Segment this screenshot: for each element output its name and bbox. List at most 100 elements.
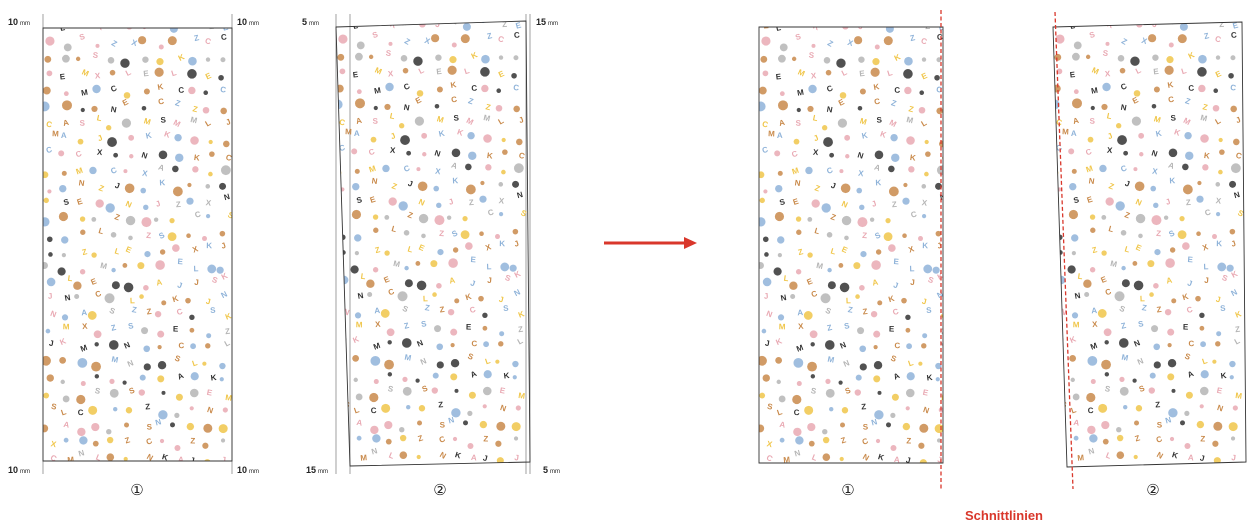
pattern-letter: N [1233, 190, 1241, 200]
pattern-motif [1153, 361, 1161, 369]
pattern-letter: S [1221, 273, 1230, 284]
pattern-motif [60, 379, 65, 385]
pattern-letter: N [1120, 103, 1127, 113]
pattern-letter: E [922, 388, 930, 398]
pattern-motif [1230, 436, 1236, 441]
pattern-letter: M [190, 115, 199, 125]
pattern-letter: A [873, 163, 882, 173]
pattern-motif [825, 388, 835, 398]
pattern-letter: L [516, 336, 525, 346]
pattern-motif [154, 67, 164, 77]
pattern-motif [874, 150, 884, 160]
pattern-letter: K [193, 153, 200, 163]
pattern-letter: S [92, 51, 99, 61]
pattern-letter: X [423, 36, 431, 46]
pattern-letter: E [143, 69, 150, 79]
pattern-letter: Z [175, 200, 181, 209]
pattern-motif [192, 166, 199, 173]
pattern-motif [189, 406, 194, 411]
pattern-motif [1072, 393, 1080, 401]
pattern-motif [128, 235, 133, 241]
pattern-motif [1055, 34, 1065, 44]
pattern-letter: M [1089, 341, 1099, 352]
pattern-letter: K [513, 269, 523, 280]
pattern-letter: K [470, 50, 479, 61]
pattern-letter: L [1124, 245, 1131, 255]
pattern-motif [1053, 422, 1059, 431]
pattern-motif [902, 197, 910, 205]
pattern-motif [890, 444, 897, 451]
pattern-motif [105, 125, 112, 131]
pattern-motif [1184, 442, 1191, 449]
pattern-motif [905, 406, 910, 411]
pattern-letter: C [518, 151, 526, 161]
pattern-motif [789, 281, 798, 290]
pattern-letter: C [825, 165, 834, 176]
pattern-motif [159, 438, 165, 444]
pattern-motif [222, 407, 228, 413]
pattern-motif [936, 165, 943, 176]
pattern-motif [143, 363, 151, 371]
pattern-letter: S [1170, 113, 1177, 122]
pattern-letter: L [388, 451, 396, 461]
pattern-motif [905, 314, 911, 321]
pattern-motif [1085, 54, 1091, 60]
pattern-motif [810, 342, 815, 347]
pattern-letter: Z [145, 402, 151, 411]
pattern-letter: E [938, 22, 946, 32]
pattern-motif [856, 187, 863, 194]
pattern-motif [905, 388, 915, 398]
pattern-motif [874, 44, 880, 50]
pattern-motif [871, 260, 881, 270]
pattern-letter: N [370, 446, 378, 456]
pattern-motif [822, 428, 828, 435]
pattern-motif [936, 107, 943, 115]
pattern-letter: Z [797, 247, 804, 257]
pattern-letter: M [1090, 65, 1100, 76]
pattern-letter: J [389, 131, 397, 141]
pattern-letter: E [1216, 386, 1224, 396]
pattern-letter: L [909, 264, 914, 273]
pattern-motif [94, 374, 100, 379]
pattern-motif [107, 137, 117, 147]
pattern-motif [95, 43, 100, 48]
pattern-motif [59, 356, 67, 364]
pattern-motif [202, 442, 209, 449]
pattern-motif [44, 55, 52, 63]
pattern-letter: A [1091, 306, 1098, 315]
pattern-letter: L [813, 226, 820, 236]
pattern-motif [465, 184, 476, 195]
pattern-letter: C [194, 209, 202, 219]
pattern-letter: Z [502, 20, 508, 29]
pattern-motif [418, 405, 426, 412]
pattern-letter: J [1151, 20, 1158, 30]
pattern-letter: L [846, 296, 851, 305]
pattern-letter: C [469, 305, 478, 315]
pattern-motif [844, 235, 849, 241]
pattern-motif [1071, 234, 1079, 242]
pattern-letter: S [1220, 304, 1227, 313]
pattern-motif [123, 456, 128, 461]
pattern-letter: A [1073, 418, 1080, 428]
pattern-motif [80, 381, 86, 387]
pattern-letter: J [220, 241, 227, 251]
pattern-motif [855, 374, 862, 381]
panel-2-left: Z LC K M J Z S Z ESZ X Z C CS KE M X L E L EM C K C CNE C ZZC A SL M… [302, 14, 560, 499]
pattern-letter: K [220, 271, 230, 282]
pattern-motif [1199, 386, 1209, 396]
pattern-motif [105, 203, 115, 213]
pattern-motif [829, 152, 835, 158]
pattern-letter: S [873, 230, 882, 241]
pattern-letter: A [61, 131, 67, 140]
pattern-motif [380, 309, 390, 318]
pattern-motif [372, 267, 379, 273]
pattern-motif [1185, 151, 1194, 160]
pattern-letter: M [80, 88, 88, 98]
pattern-motif [1116, 434, 1124, 442]
pattern-letter: M [172, 118, 182, 129]
pattern-letter: S [211, 275, 220, 286]
pattern-letter: S [504, 273, 513, 284]
pattern-motif [446, 215, 452, 220]
pattern-letter: Z [861, 402, 867, 411]
pattern-letter: N [516, 190, 524, 200]
